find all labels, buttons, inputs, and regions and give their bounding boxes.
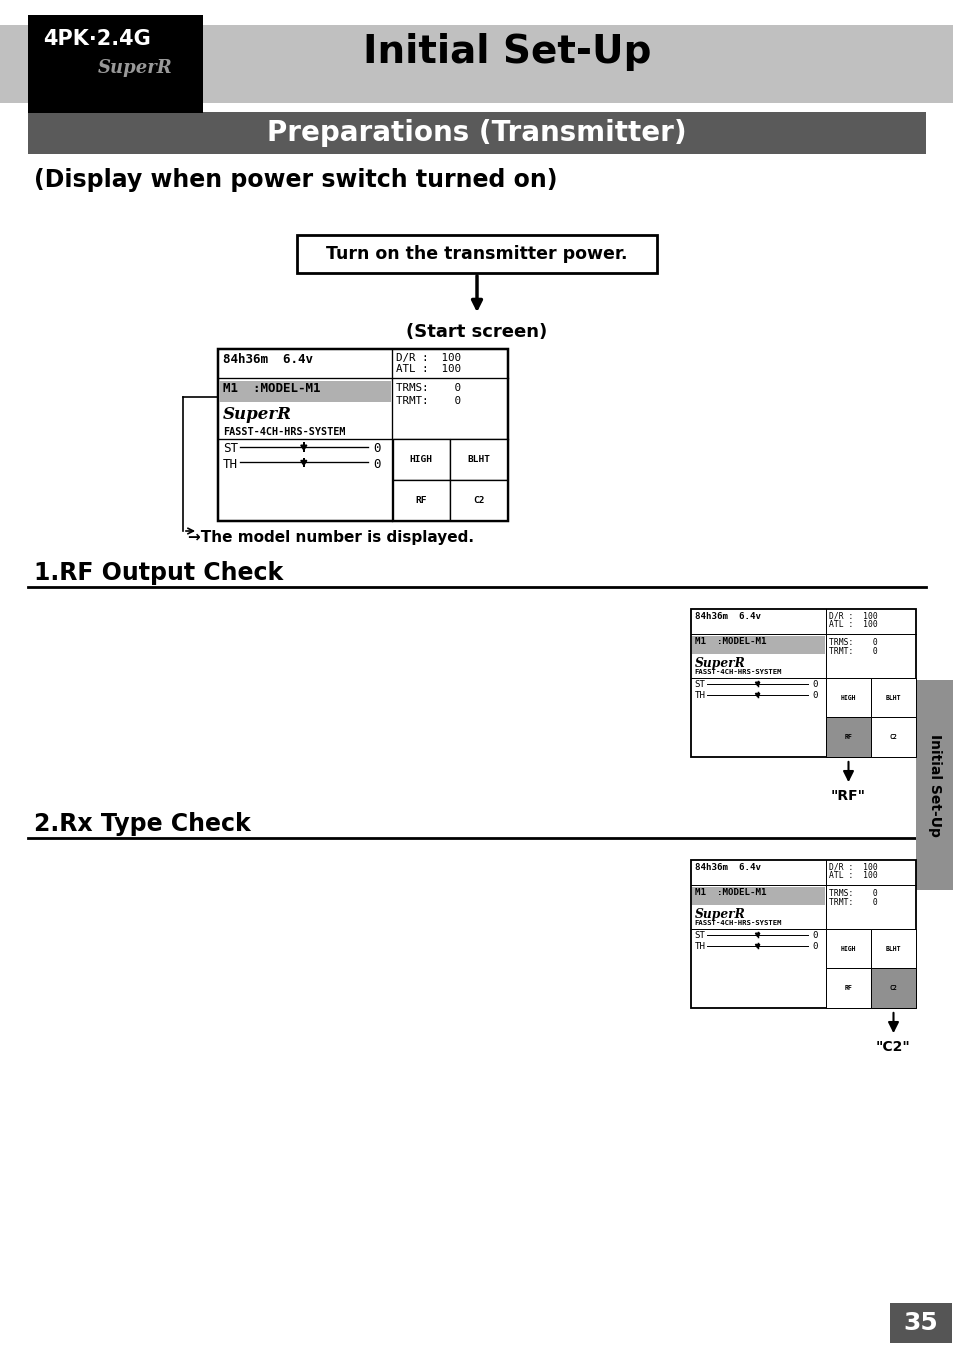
Bar [296,235,657,274]
Text: 0: 0 [373,458,380,470]
Bar [870,968,915,1007]
Text: Turn on the transmitter power.: Turn on the transmitter power. [326,245,627,263]
Text: SuperR: SuperR [223,406,292,422]
Text: ATL :  100: ATL : 100 [395,364,460,375]
Text: BLHT: BLHT [884,946,900,952]
Text: BLHT: BLHT [467,456,490,464]
Text: (Start screen): (Start screen) [406,324,547,341]
Text: "RF": "RF" [830,789,865,803]
Bar [218,349,507,520]
Text: RF: RF [844,733,852,740]
Text: RF: RF [416,496,427,504]
Text: C2: C2 [473,496,484,504]
Text: 0: 0 [811,931,817,940]
Text: ATL :  100: ATL : 100 [828,620,877,630]
Polygon shape [300,445,307,450]
Text: 0: 0 [811,942,817,952]
Text: TRMT:    0: TRMT: 0 [395,395,460,406]
Bar [691,887,824,905]
Text: BLHT: BLHT [884,694,900,701]
Bar [690,860,915,1008]
Bar [28,112,925,154]
Text: HIGH: HIGH [841,694,856,701]
Text: FASST-4CH-HRS-SYSTEM: FASST-4CH-HRS-SYSTEM [223,427,345,437]
Bar [690,609,915,758]
Text: TRMT:    0: TRMT: 0 [828,898,877,907]
Text: (Display when power switch turned on): (Display when power switch turned on) [34,168,557,191]
Text: D/R :  100: D/R : 100 [395,353,460,363]
Polygon shape [755,682,759,686]
Text: Initial Set-Up: Initial Set-Up [362,32,651,71]
Text: 84h36m  6.4v: 84h36m 6.4v [694,863,760,872]
Bar [870,678,915,717]
Text: FASST-4CH-HRS-SYSTEM: FASST-4CH-HRS-SYSTEM [694,919,781,926]
Bar [393,480,450,520]
Text: ST: ST [223,442,237,456]
Text: HIGH: HIGH [410,456,433,464]
Text: D/R :  100: D/R : 100 [828,863,877,872]
Text: 2.Rx Type Check: 2.Rx Type Check [34,811,251,836]
Text: SuperR: SuperR [694,909,744,922]
Text: SuperR: SuperR [694,658,744,670]
Text: SuperR: SuperR [98,59,172,77]
Text: C2: C2 [888,985,896,991]
Bar [825,678,870,717]
Polygon shape [755,693,759,697]
Text: 0: 0 [811,692,817,701]
Text: 0: 0 [811,681,817,689]
Text: 1.RF Output Check: 1.RF Output Check [34,561,283,585]
Bar [825,717,870,756]
Text: "C2": "C2" [875,1041,910,1054]
Bar [219,380,391,402]
Text: M1  :MODEL-M1: M1 :MODEL-M1 [694,888,765,896]
Text: →The model number is displayed.: →The model number is displayed. [188,530,474,545]
Text: HIGH: HIGH [841,946,856,952]
Text: ST: ST [694,931,705,940]
Text: D/R :  100: D/R : 100 [828,612,877,620]
Polygon shape [755,933,759,937]
Bar [870,717,915,756]
Text: TRMS:    0: TRMS: 0 [395,383,460,394]
Bar [450,480,507,520]
Bar [0,26,953,102]
Text: Preparations (Transmitter): Preparations (Transmitter) [267,119,686,147]
Text: TH: TH [694,942,705,952]
Text: ST: ST [694,681,705,689]
Bar [28,15,203,113]
Bar [825,929,870,968]
Text: TH: TH [223,458,237,470]
Polygon shape [755,945,759,948]
Text: M1  :MODEL-M1: M1 :MODEL-M1 [694,636,765,646]
Bar [825,968,870,1007]
Text: Initial Set-Up: Initial Set-Up [927,733,941,837]
Text: TH: TH [694,692,705,701]
Text: 35: 35 [902,1312,938,1335]
Bar [691,636,824,654]
Text: ATL :  100: ATL : 100 [828,871,877,880]
Text: FASST-4CH-HRS-SYSTEM: FASST-4CH-HRS-SYSTEM [694,669,781,675]
Bar [870,929,915,968]
Polygon shape [300,461,307,465]
Text: TRMS:    0: TRMS: 0 [828,638,877,647]
Bar [915,679,953,890]
Bar [450,439,507,480]
Text: 84h36m  6.4v: 84h36m 6.4v [223,353,313,365]
Bar [889,1304,951,1343]
Text: 0: 0 [373,442,380,456]
Text: TRMS:    0: TRMS: 0 [828,890,877,898]
Text: M1  :MODEL-M1: M1 :MODEL-M1 [223,381,320,395]
Text: TRMT:    0: TRMT: 0 [828,647,877,656]
Text: 84h36m  6.4v: 84h36m 6.4v [694,612,760,620]
Text: C2: C2 [888,733,896,740]
Text: RF: RF [844,985,852,991]
Text: 4PK·2.4G: 4PK·2.4G [43,30,151,49]
Bar [393,439,450,480]
